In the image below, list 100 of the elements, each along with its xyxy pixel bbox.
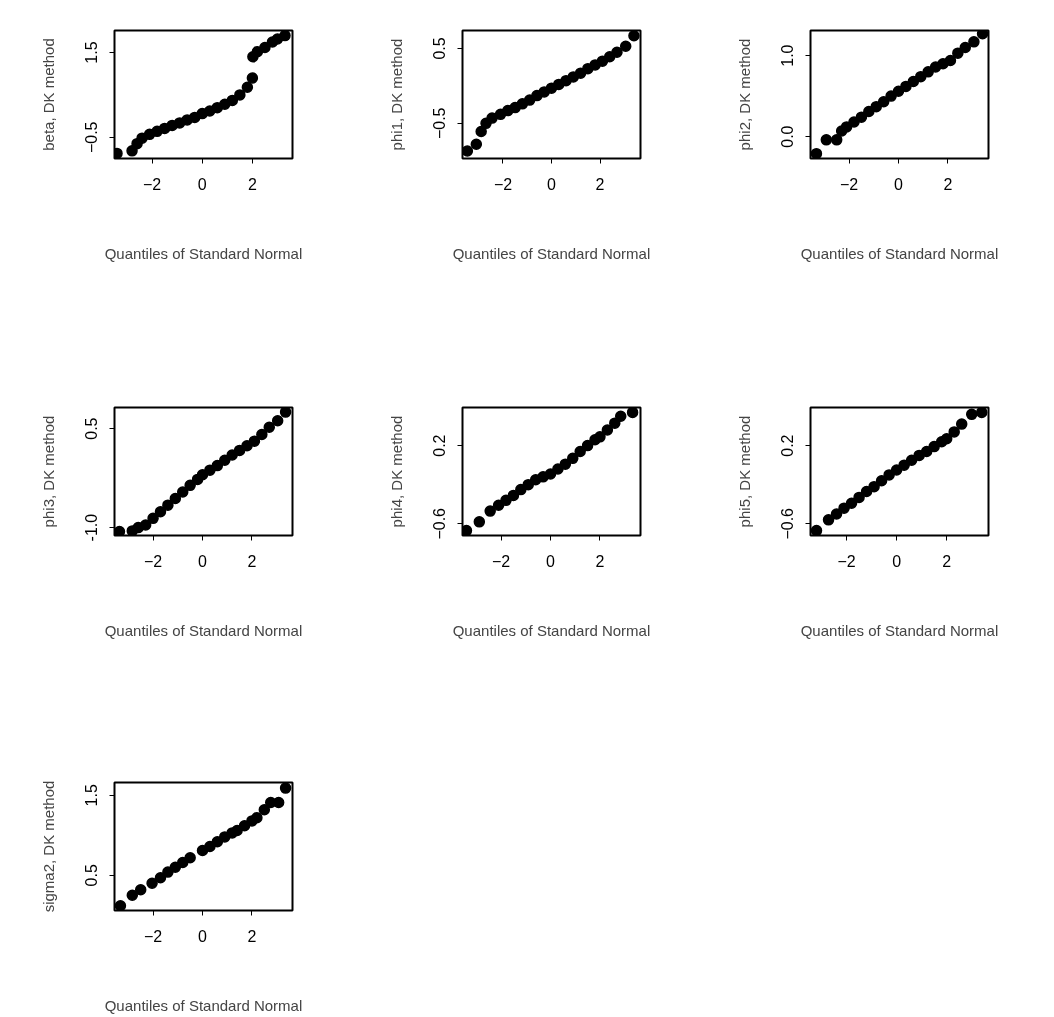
y-axis-title: phi5, DK method: [735, 415, 753, 528]
point: [559, 458, 572, 470]
point: [845, 497, 858, 509]
point: [184, 851, 196, 864]
point: [279, 30, 291, 42]
point: [147, 512, 159, 525]
point: [944, 54, 957, 67]
y-axis-title: phi2, DK method: [735, 38, 753, 151]
point: [830, 134, 843, 146]
point: [251, 811, 263, 824]
point: [822, 514, 835, 526]
x-axis-title: Quantiles of Standard Normal: [104, 621, 303, 639]
point: [952, 47, 964, 59]
y-tick-label: 0.2: [779, 434, 797, 457]
x-tick-label: 2: [247, 927, 257, 945]
point: [246, 72, 259, 84]
point: [611, 46, 623, 58]
x-tick-label: 0: [894, 175, 904, 193]
point: [581, 439, 594, 452]
point: [176, 486, 189, 498]
point: [263, 421, 276, 434]
x-axis-title: Quantiles of Standard Normal: [800, 621, 999, 639]
y-tick-label: 1.5: [83, 41, 101, 64]
point: [126, 889, 139, 902]
point: [473, 516, 486, 528]
point: [940, 433, 953, 445]
point: [134, 883, 147, 896]
point: [169, 492, 182, 505]
y-axis-title: phi3, DK method: [39, 415, 57, 528]
point: [955, 418, 968, 430]
point: [959, 41, 972, 54]
point: [139, 519, 152, 531]
x-axis-title: Quantiles of Standard Normal: [452, 621, 651, 639]
point: [162, 499, 174, 511]
x-tick-label: −2: [142, 175, 162, 193]
y-tick-label: −0.6: [431, 507, 449, 540]
x-tick-label: 0: [197, 175, 207, 193]
point: [470, 138, 483, 151]
point: [948, 426, 960, 438]
x-axis-title: Quantiles of Standard Normal: [104, 244, 303, 262]
point: [810, 147, 823, 159]
point: [619, 40, 632, 52]
point: [256, 428, 268, 441]
point: [279, 782, 292, 794]
y-tick-label: 0.5: [83, 417, 101, 440]
point: [574, 445, 586, 458]
point: [853, 491, 865, 504]
y-tick-label: 0.5: [431, 37, 449, 60]
x-tick-label: −2: [837, 552, 856, 570]
point: [830, 508, 843, 520]
x-tick-label: 2: [943, 175, 953, 193]
y-tick-label: −0.6: [779, 507, 797, 540]
x-tick-label: −2: [839, 175, 859, 193]
point: [820, 134, 833, 146]
point: [628, 30, 640, 42]
point: [258, 803, 271, 816]
point: [484, 505, 496, 517]
point: [968, 36, 980, 48]
point: [626, 407, 639, 419]
point: [219, 454, 231, 467]
point: [868, 480, 880, 493]
x-tick-label: 2: [247, 552, 257, 570]
point: [234, 89, 246, 101]
point: [114, 899, 127, 911]
x-tick-label: 0: [547, 175, 557, 193]
x-tick-label: 2: [942, 552, 952, 570]
point: [241, 81, 254, 94]
y-tick-label: 0.0: [779, 125, 797, 148]
point: [259, 41, 271, 54]
point: [975, 407, 988, 419]
x-tick-label: 0: [198, 552, 208, 570]
x-tick-label: 2: [595, 175, 605, 193]
y-tick-label: 0.5: [83, 864, 101, 887]
x-axis-title: Quantiles of Standard Normal: [800, 244, 999, 262]
y-tick-label: −0.5: [83, 121, 101, 154]
x-tick-label: 2: [595, 552, 605, 570]
y-tick-label: 1.0: [779, 44, 797, 67]
point: [594, 431, 606, 443]
point: [279, 407, 292, 418]
x-tick-label: 0: [198, 927, 208, 945]
point: [146, 877, 158, 890]
point: [614, 410, 627, 423]
point: [601, 424, 614, 436]
y-tick-label: −0.5: [431, 107, 449, 140]
x-tick-label: 2: [247, 175, 257, 193]
point: [154, 506, 167, 518]
y-tick-label: 1.5: [83, 784, 101, 807]
point: [838, 502, 850, 514]
y-axis-title: phi1, DK method: [387, 38, 405, 151]
point: [567, 452, 579, 465]
point: [271, 414, 284, 427]
y-tick-label: -1.0: [83, 513, 101, 542]
x-tick-label: −2: [493, 175, 513, 193]
point: [248, 435, 261, 447]
x-tick-label: −2: [143, 552, 163, 570]
x-tick-label: 0: [546, 552, 556, 570]
x-tick-label: −2: [143, 927, 163, 945]
point: [810, 524, 823, 536]
point: [486, 112, 498, 124]
point: [965, 408, 978, 421]
